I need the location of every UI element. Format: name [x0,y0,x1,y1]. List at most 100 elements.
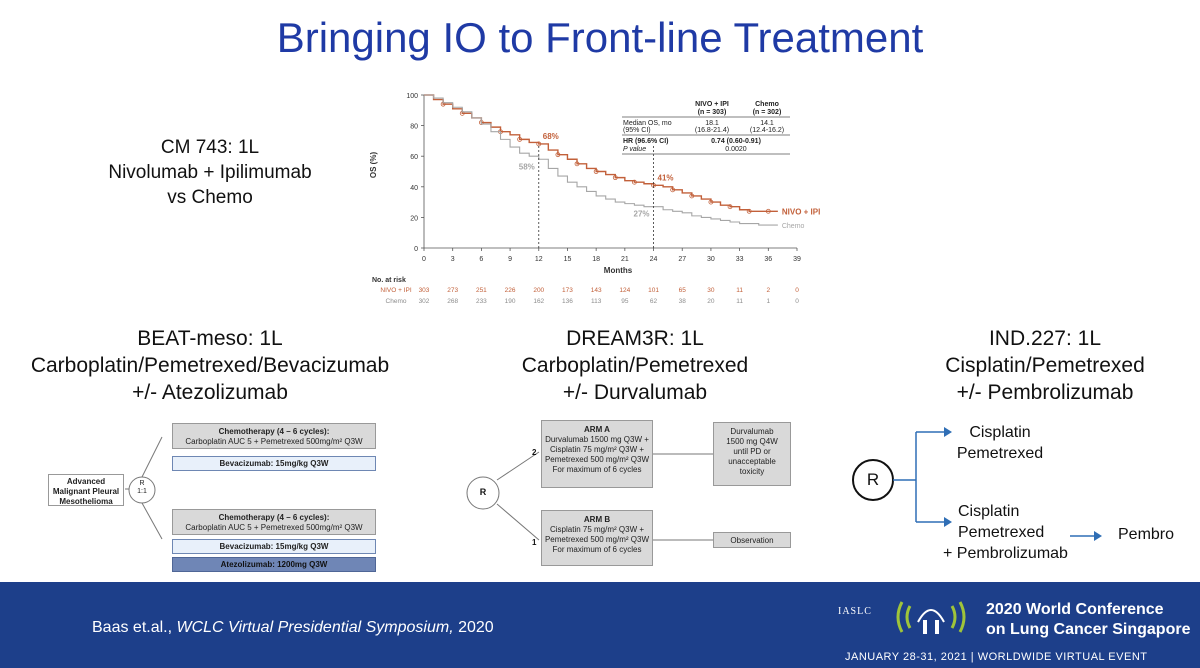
at-risk-value: 62 [650,298,658,305]
censor-mark [746,208,752,214]
dream-line1: DREAM3R: 1L [566,327,704,350]
dream-maint-1: Durvalumab [730,427,774,436]
x-tick-label: 33 [736,256,744,263]
dream-line2: Carboplatin/Pemetrexed [521,354,749,377]
ind-schema: R Cisplatin Pemetrexed Cisplatin Pemetre… [840,415,1200,575]
series-label: NIVO + IPI [782,207,820,216]
stats-row2-label2: P value [623,146,646,153]
ind-arm2c: + Pembrolizumab [943,545,1068,562]
conference-line1: 2020 World Conference [986,601,1164,618]
x-tick-label: 9 [508,256,512,263]
at-risk-value: 124 [619,287,630,294]
dream-arm-b-title: ARM B [583,515,611,524]
beat-chemo-title-2: Chemotherapy (4 – 6 cycles): [218,513,330,522]
at-risk-value: 173 [562,287,573,294]
conference-name: 2020 World Conference on Lung Cancer Sin… [986,600,1190,640]
at-risk-value: 20 [707,298,715,305]
ind-pembro: Pembro [1118,526,1175,543]
x-tick-label: 3 [451,256,455,263]
dream-obs-box: Observation [713,532,791,548]
at-risk-value: 268 [447,298,458,305]
ind-line1: IND.227: 1L [988,327,1102,350]
dream-maint-box: Durvalumab 1500 mg Q4W until PD or unacc… [713,422,791,486]
conference-logo-icon [896,601,966,634]
dream-maint-5: toxicity [739,467,765,476]
y-tick-label: 40 [410,185,418,192]
at-risk-value: 11 [736,298,743,305]
stats-table: NIVO + IPI (n = 303) Chemo (n = 302) Med… [622,101,790,155]
stats-row1-v2: 14.1 [760,120,774,127]
beat-line2: Carboplatin/Pemetrexed/Bevacizumab [30,354,390,377]
dream-maint-3: until PD or [733,447,771,456]
beat-chemo-title-1: Chemotherapy (4 – 6 cycles): [218,427,330,436]
at-risk-value: 303 [419,287,430,294]
landmark-label: 41% [658,173,674,182]
beat-bev-box-2: Bevacizumab: 15mg/kg Q3W [172,539,376,554]
beat-chemo-text-1: Carboplatin AUC 5 + Pemetrexed 500mg/m² … [185,437,363,446]
dream-r: R [479,487,487,497]
at-risk-value: 143 [591,287,602,294]
at-risk-value: 0 [795,287,799,294]
at-risk-value: 136 [562,298,573,305]
ind-label: IND.227: 1L Cisplatin/Pemetrexed +/- Pem… [895,325,1195,406]
censor-mark [765,208,771,214]
ind-arm1a: Cisplatin [969,424,1031,441]
beat-label: BEAT-meso: 1L Carboplatin/Pemetrexed/Bev… [0,325,420,406]
landmark-label: 68% [543,132,559,141]
y-tick-label: 0 [414,246,418,253]
slide-title: Bringing IO to Front-line Treatment [276,14,924,61]
censor-mark [574,161,580,167]
censor-mark [555,152,561,158]
reference-year: 2020 [453,619,494,636]
at-risk-value: 233 [476,298,487,305]
dream-num1: 1 [532,538,537,547]
conference-dates: JANUARY 28-31, 2021 | WORLDWIDE VIRTUAL … [845,651,1148,663]
landmark-label: 58% [519,162,535,171]
at-risk-value: 162 [533,298,544,305]
at-risk-value: 101 [648,287,659,294]
at-risk-value: 65 [679,287,687,294]
y-tick-label: 100 [406,93,418,100]
beat-line3: +/- Atezolizumab [132,381,288,404]
stats-row1-label2: (95% CI) [623,127,651,134]
reference: Baas et.al., WCLC Virtual Presidential S… [92,619,494,637]
at-risk-row-label: NIVO + IPI [380,287,411,294]
dream-arm-a-box: ARM A Durvalumab 1500 mg Q3W + Cisplatin… [541,420,653,488]
ind-line3: +/- Pembrolizumab [956,381,1134,404]
at-risk-value: 273 [447,287,458,294]
dream-arm-a-4: For maximum of 6 cycles [552,465,642,474]
censor-mark [670,187,676,193]
stats-col2n: (n = 302) [753,109,782,116]
at-risk-value: 30 [707,287,715,294]
censor-mark [632,179,637,185]
ind-r: R [866,470,880,489]
ind-arm2b: Pemetrexed [958,524,1045,541]
cm743-line1: CM 743: 1L [160,137,260,158]
dream-arm-b-3: For maximum of 6 cycles [552,545,642,554]
at-risk-value: 2 [766,287,770,294]
stats-row2-v1: 0.74 (0.60-0.91) [711,138,761,145]
cm743-line3: vs Chemo [167,187,253,208]
ind-arm2a: Cisplatin [958,503,1020,520]
censor-mark [536,141,542,147]
at-risk-value: 190 [505,298,516,305]
reference-prefix: Baas et.al., [92,619,177,636]
beat-connectors [125,436,163,540]
ind-arm1b: Pemetrexed [956,445,1044,462]
dream-connectors [466,451,713,541]
at-risk-value: 251 [476,287,487,294]
at-risk-value: 0 [795,298,799,305]
y-tick-label: 60 [410,154,418,161]
dream-label: DREAM3R: 1L Carboplatin/Pemetrexed +/- D… [485,325,785,406]
x-tick-label: 0 [422,256,426,263]
at-risk-value: 11 [736,287,743,294]
dream-arm-b-1: Cisplatin 75 mg/m² Q3W + [549,525,645,534]
reference-venue: WCLC Virtual Presidential Symposium, [176,619,454,636]
stats-row1-v1b: (16.8-21.4) [695,127,729,134]
stats-row2-v2: 0.0020 [725,146,747,153]
ind-arm2: Cisplatin Pemetrexed + Pembrolizumab [940,501,1100,564]
dream-num2: 2 [532,448,537,457]
dream-arm-a-3: Pemetrexed 500 mg/m² Q3W [544,455,650,464]
km-x-axis-label: Months [604,266,633,275]
